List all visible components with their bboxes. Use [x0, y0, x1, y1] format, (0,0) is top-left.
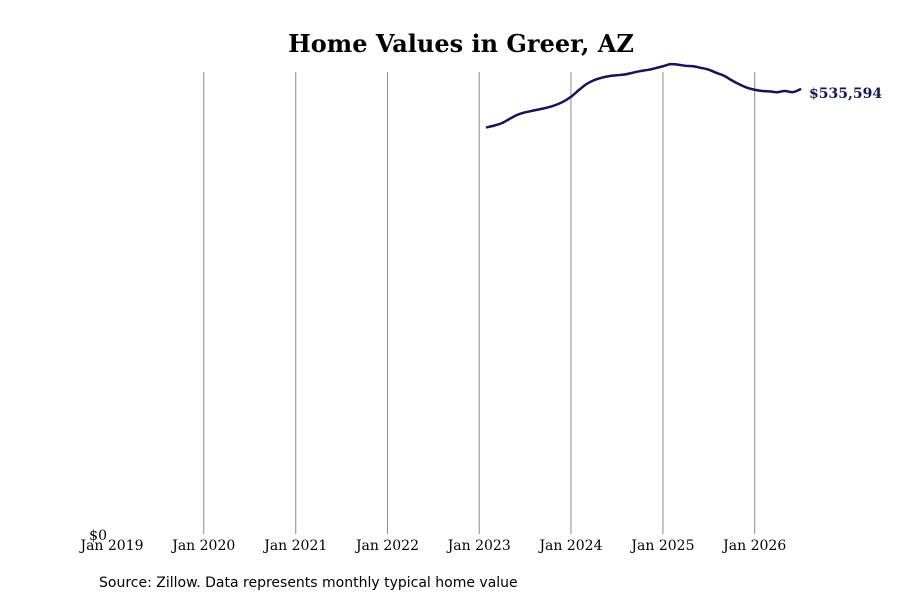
source-note: Source: Zillow. Data represents monthly … [99, 575, 518, 591]
data-point [600, 77, 602, 79]
data-point [516, 114, 518, 116]
data-point [524, 111, 526, 113]
data-point [585, 83, 587, 85]
data-point [508, 118, 510, 120]
data-point [562, 101, 564, 103]
y-axis-zero-label: $0 [89, 528, 107, 544]
x-tick-label: Jan 2020 [170, 538, 235, 554]
data-point [746, 87, 748, 89]
data-point [631, 72, 633, 74]
home-value-line [485, 62, 802, 129]
latest-value-label: $535,594 [809, 86, 882, 102]
data-point [532, 110, 534, 112]
x-tick-label: Jan 2022 [354, 538, 419, 554]
x-tick-label: Jan 2019 [78, 538, 143, 554]
data-point [570, 96, 572, 98]
x-tick-label: Jan 2021 [262, 538, 327, 554]
data-point [578, 89, 580, 91]
grid-lines [203, 72, 756, 534]
data-point [707, 69, 709, 71]
data-point [784, 90, 786, 92]
x-tick-label: Jan 2026 [721, 538, 786, 554]
data-point [685, 65, 687, 67]
data-point [647, 69, 649, 71]
data-point [731, 79, 733, 81]
data-point [792, 91, 794, 93]
data-point [762, 90, 764, 92]
data-point [547, 106, 549, 108]
x-tick-label: Jan 2024 [537, 538, 602, 554]
data-point [539, 108, 541, 110]
data-point [593, 79, 595, 81]
data-point [692, 65, 694, 67]
data-point [738, 83, 740, 85]
x-tick-label: Jan 2025 [629, 538, 694, 554]
data-point [715, 72, 717, 74]
data-point [700, 67, 702, 69]
data-point [624, 73, 626, 75]
data-point [776, 91, 778, 93]
data-point [493, 125, 495, 127]
x-tick-label: Jan 2023 [446, 538, 511, 554]
data-point [501, 122, 503, 124]
chart-title: Home Values in Greer, AZ [288, 29, 634, 58]
data-points [486, 63, 801, 128]
data-point [555, 104, 557, 106]
data-point [769, 90, 771, 92]
data-point [670, 63, 672, 65]
data-point [654, 67, 656, 69]
data-point [677, 64, 679, 66]
data-point [662, 65, 664, 67]
data-point [616, 74, 618, 76]
data-point [639, 70, 641, 72]
data-point [799, 88, 801, 90]
x-axis-tick-labels: Jan 2019 Jan 2020 Jan 2021 Jan 2022 Jan 2023… [78, 538, 786, 554]
data-point [608, 75, 610, 77]
data-point [723, 75, 725, 77]
data-point [754, 89, 756, 91]
data-point [486, 126, 488, 128]
